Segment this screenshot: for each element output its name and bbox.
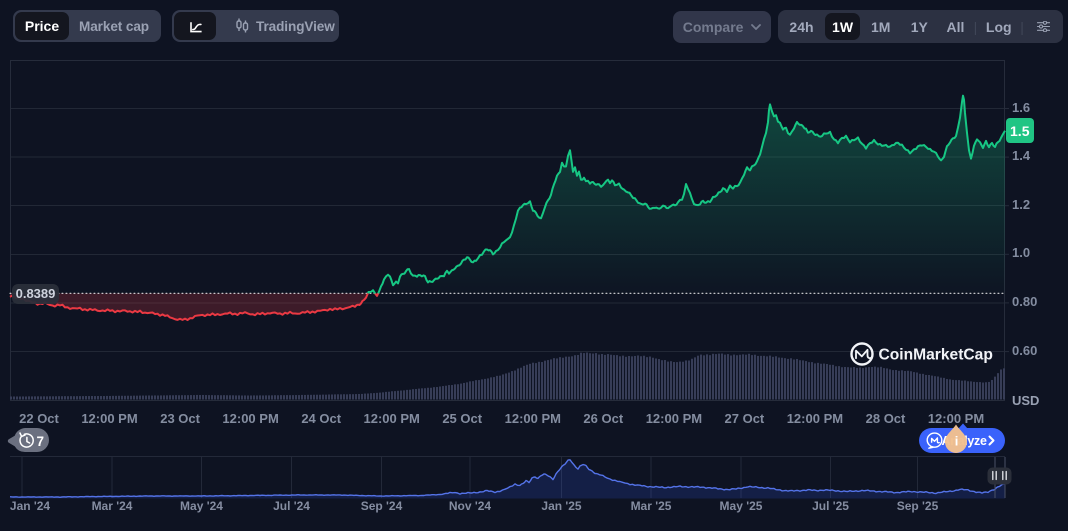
svg-text:CoinMarketCap: CoinMarketCap: [879, 347, 993, 364]
svg-text:7: 7: [37, 434, 45, 449]
svg-text:i: i: [955, 434, 959, 449]
